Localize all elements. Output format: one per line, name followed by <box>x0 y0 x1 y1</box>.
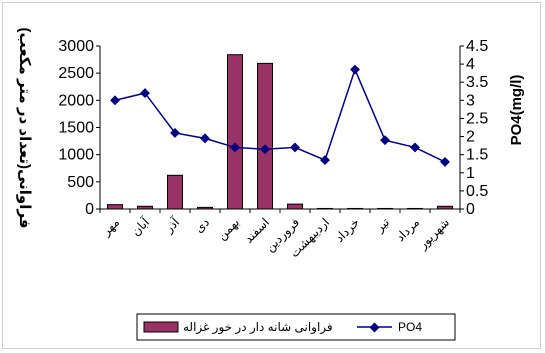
po4-point <box>380 135 390 146</box>
po4-point <box>350 64 360 75</box>
bar <box>197 206 213 210</box>
po4-point <box>230 142 240 153</box>
x-tick-label: آذر <box>161 214 184 237</box>
legend-bar-label: فراوانی شانه دار در خور غزاله <box>183 320 333 335</box>
po4-point <box>320 155 330 166</box>
y-tick-label: 2500 <box>58 65 94 82</box>
po4-point <box>260 144 270 155</box>
po4-point <box>200 133 210 144</box>
bar <box>107 204 123 210</box>
x-tick-label: خرداد <box>332 215 362 245</box>
y2-tick-label: 0 <box>466 201 475 218</box>
po4-point <box>110 95 120 106</box>
x-tick-label: شهریور <box>415 215 453 253</box>
po4-point <box>140 88 150 99</box>
bar <box>407 207 423 210</box>
y2-tick-label: 3 <box>466 92 475 109</box>
bar <box>257 62 273 210</box>
y2-tick-label: 4 <box>466 56 475 73</box>
legend-bar-swatch <box>143 321 179 333</box>
chart-frame <box>2 2 541 349</box>
bar <box>437 205 453 210</box>
bar <box>167 174 183 210</box>
plot-area: 05001000150020002500300000.511.522.533.5… <box>58 38 488 261</box>
y2-tick-label: 4.5 <box>466 38 488 55</box>
bar <box>287 203 303 210</box>
x-tick-label: بهمن <box>215 215 243 243</box>
bar <box>137 205 153 210</box>
po4-line <box>114 67 446 163</box>
y2-tick-label: 2 <box>466 129 475 146</box>
y2-tick-label: 0.5 <box>466 183 488 200</box>
x-tick-label: آبان <box>128 214 153 239</box>
y2-tick-label: 3.5 <box>466 74 488 91</box>
x-tick-label: تیر <box>372 215 393 236</box>
legend-line-marker <box>369 322 380 333</box>
bar <box>227 54 243 210</box>
bar <box>317 207 333 210</box>
y2-tick-label: 1.5 <box>466 147 488 164</box>
x-tick-label: دی <box>192 215 212 235</box>
po4-point <box>170 127 180 138</box>
po4-point <box>290 142 300 153</box>
legend-box <box>136 313 456 341</box>
y-tick-label: 3000 <box>58 38 94 55</box>
y-axis-label: فراوانی(تعداد در متر مکعب) <box>16 27 33 228</box>
y-tick-label: 1000 <box>58 147 94 164</box>
legend-line-label: PO4 <box>398 320 422 334</box>
y2-axis-label: PO4(mg/l) <box>508 75 525 146</box>
y-tick-label: 2000 <box>58 92 94 109</box>
legend: فراوانی شانه دار در خور غزاله PO4 <box>136 313 456 341</box>
y-tick-label: 500 <box>67 174 94 191</box>
bar <box>347 207 363 210</box>
y-tick-label: 0 <box>85 201 94 218</box>
x-tick-label: مهر <box>98 215 122 239</box>
bar <box>377 207 393 210</box>
po4-point <box>440 156 450 167</box>
po4-point <box>410 142 420 153</box>
y2-tick-label: 1 <box>466 165 475 182</box>
y2-tick-label: 2.5 <box>466 110 488 127</box>
y-tick-label: 1500 <box>58 120 94 137</box>
